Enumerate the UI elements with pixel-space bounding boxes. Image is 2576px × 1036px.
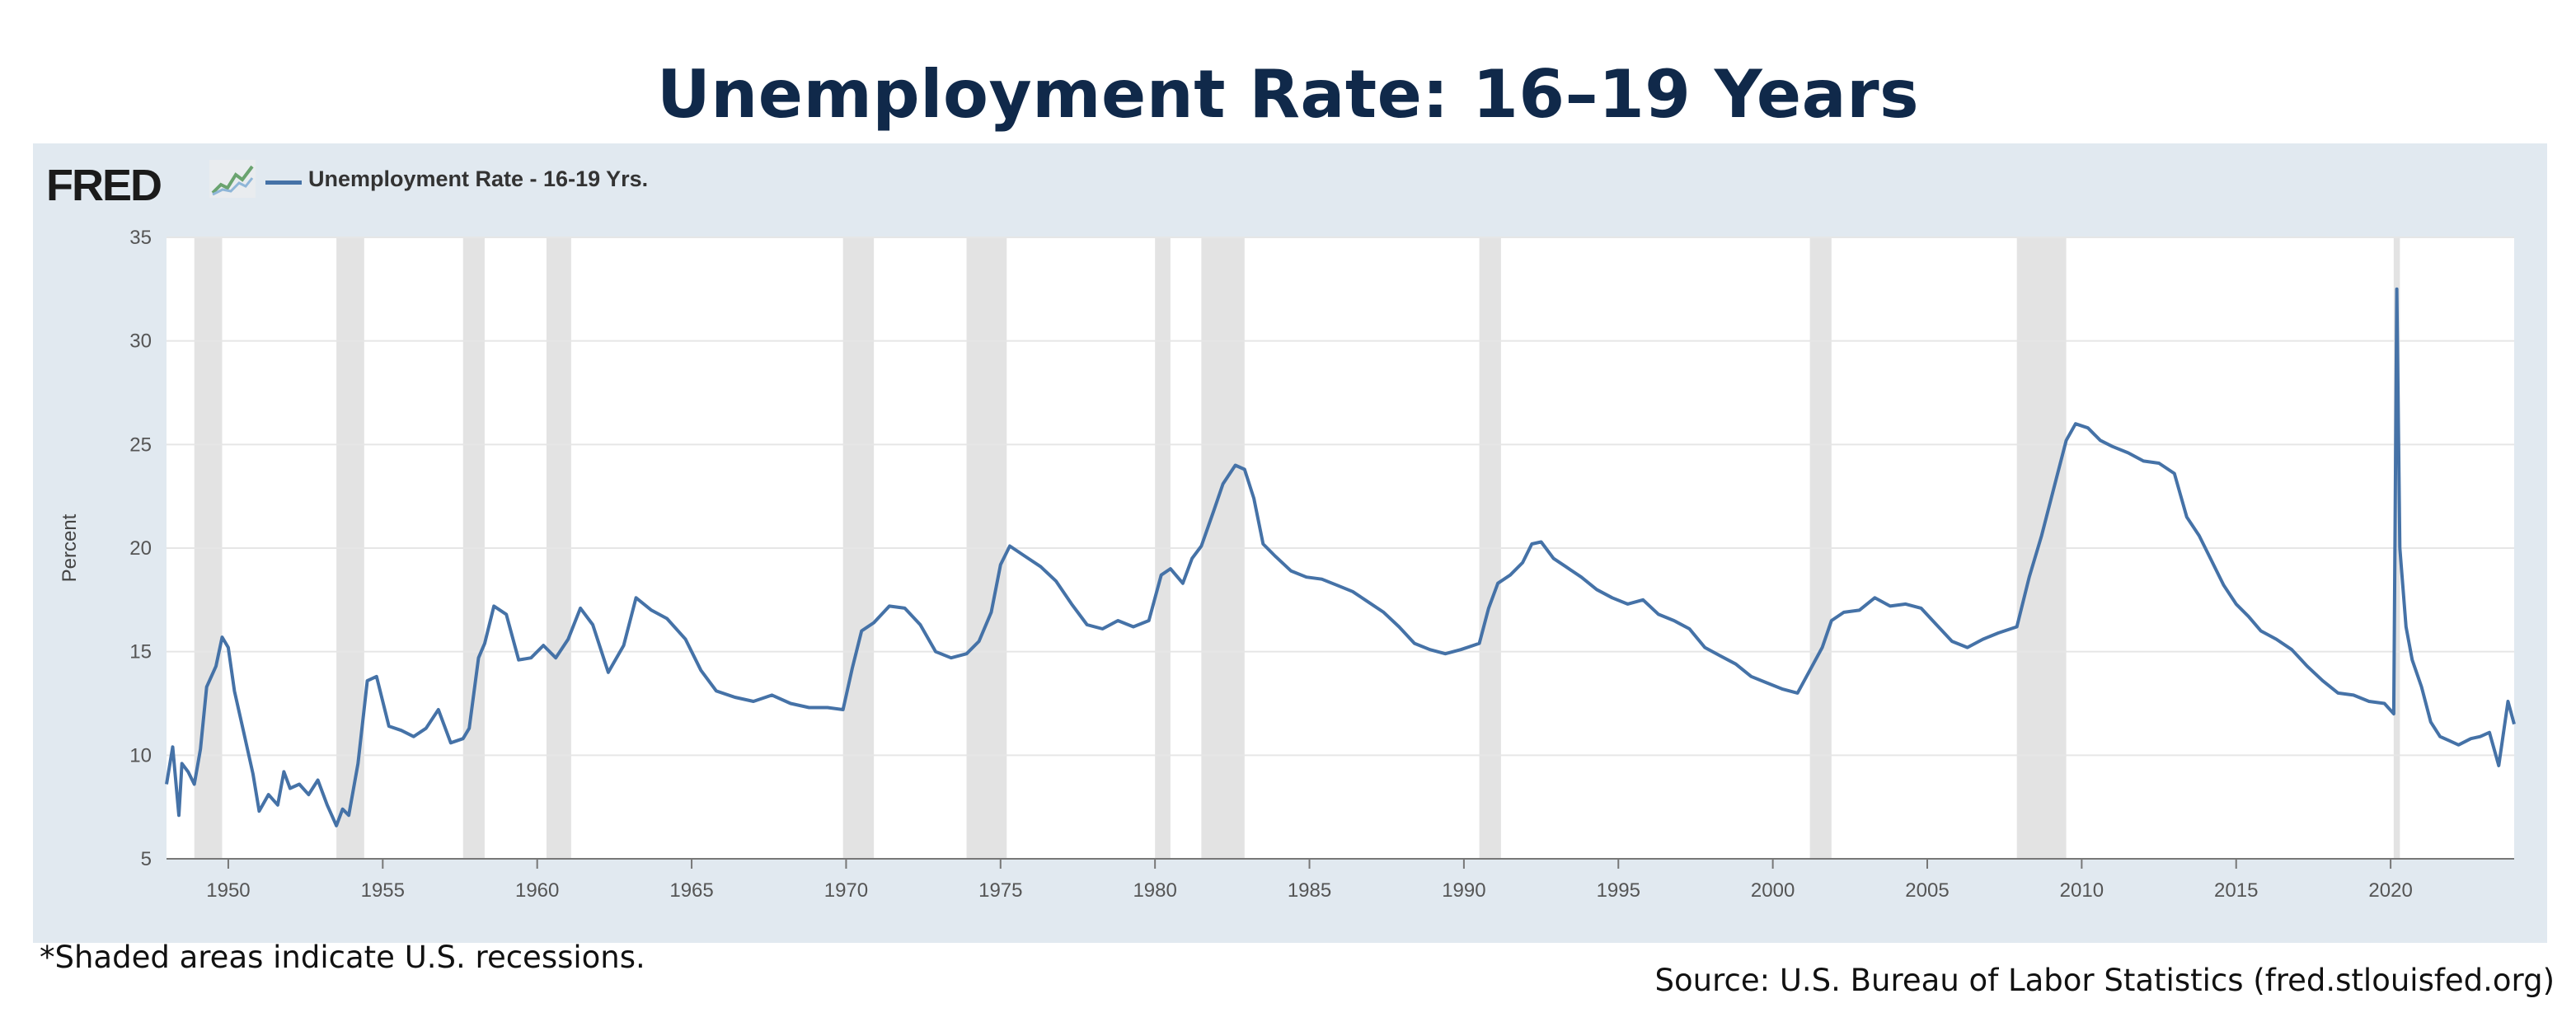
chart-panel: FRED Unemployment Rate - 16-19 Yrs. 5 10 1…	[33, 143, 2547, 943]
y-tick-label: 30	[129, 330, 152, 353]
legend-line-swatch	[265, 180, 302, 185]
x-tick-label: 1980	[1133, 879, 1176, 902]
y-tick-label: 10	[129, 744, 152, 766]
y-tick-label: 15	[129, 641, 152, 663]
y-tick-label: 5	[141, 848, 152, 870]
fred-logo: FRED	[46, 161, 162, 210]
x-tick-label: 1950	[206, 879, 250, 902]
legend-label: Unemployment Rate - 16-19 Yrs.	[308, 166, 649, 191]
page-title: Unemployment Rate: 16–19 Years	[656, 56, 1920, 133]
x-tick-label: 1955	[361, 879, 405, 902]
fred-chart-icon	[209, 160, 256, 202]
x-tick-label: 1990	[1442, 879, 1485, 902]
x-tick-label: 1960	[515, 879, 559, 902]
x-tick-label: 2005	[1905, 879, 1949, 902]
recession-footnote: *Shaded areas indicate U.S. recessions.	[40, 940, 645, 975]
x-tick-label: 2000	[1751, 879, 1795, 902]
y-tick-label: 25	[129, 434, 152, 456]
x-tick-label: 2015	[2214, 879, 2258, 902]
x-tick-label: 1965	[669, 879, 713, 902]
x-tick-label: 1970	[824, 879, 868, 902]
x-tick-label: 1985	[1288, 879, 1331, 902]
series-line	[165, 287, 2516, 827]
x-tick-label: 1975	[978, 879, 1022, 902]
x-tick-label: 2010	[2060, 879, 2104, 902]
line-chart: 5 10 15 20 25 30 35 1950 1955 1960 1965 1970 1975 198…	[59, 227, 2516, 902]
y-tick-label: 20	[129, 537, 152, 560]
y-axis-label: Percent	[59, 513, 81, 582]
x-tick-label: 1995	[1597, 879, 1640, 902]
x-tick-label: 2020	[2368, 879, 2412, 902]
source-note: Source: U.S. Bureau of Labor Statistics …	[1654, 963, 2555, 998]
y-tick-label: 35	[129, 227, 152, 249]
